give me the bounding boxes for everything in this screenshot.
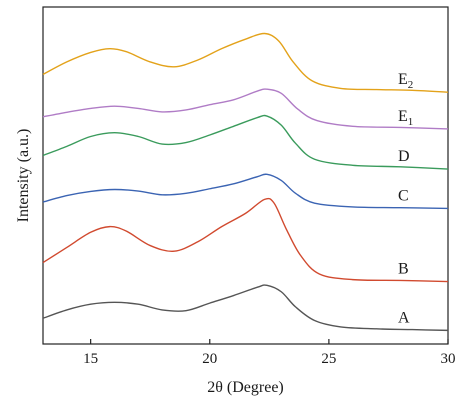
curve-E2 (42, 32, 449, 93)
curve-C (42, 173, 449, 210)
curve-label-base: E (398, 108, 408, 125)
curve-E1 (42, 88, 449, 130)
curve-label-C: C (398, 187, 409, 204)
curve-label-base: E (398, 71, 408, 88)
x-tick-label-25: 25 (321, 351, 336, 367)
curve-label-B: B (398, 261, 409, 278)
curve-label-D: D (398, 148, 410, 165)
x-ticks-group: 15 20 25 30 (83, 339, 456, 367)
curve-label-E2: E2 (398, 71, 413, 91)
curve-label-subscript: 1 (408, 116, 414, 128)
y-axis-title: Intensity (a.u.) (15, 129, 32, 223)
curve-label-base: D (398, 148, 410, 165)
curve-label-A: A (398, 309, 410, 326)
curve-label-base: B (398, 261, 409, 278)
x-tick-label-20: 20 (202, 351, 217, 367)
x-tick-label-30: 30 (441, 351, 456, 367)
curve-label-base: A (398, 309, 410, 326)
curve-B (42, 197, 449, 283)
curve-D (42, 114, 449, 170)
curve-A (42, 284, 449, 332)
curve-label-subscript: 2 (408, 79, 414, 91)
plot-frame (42, 6, 449, 345)
x-tick-label-15: 15 (83, 351, 98, 367)
curves-group (42, 32, 449, 332)
x-axis-title: 2θ (Degree) (207, 379, 284, 396)
curve-label-E1: E1 (398, 108, 413, 128)
curve-label-base: C (398, 187, 409, 204)
